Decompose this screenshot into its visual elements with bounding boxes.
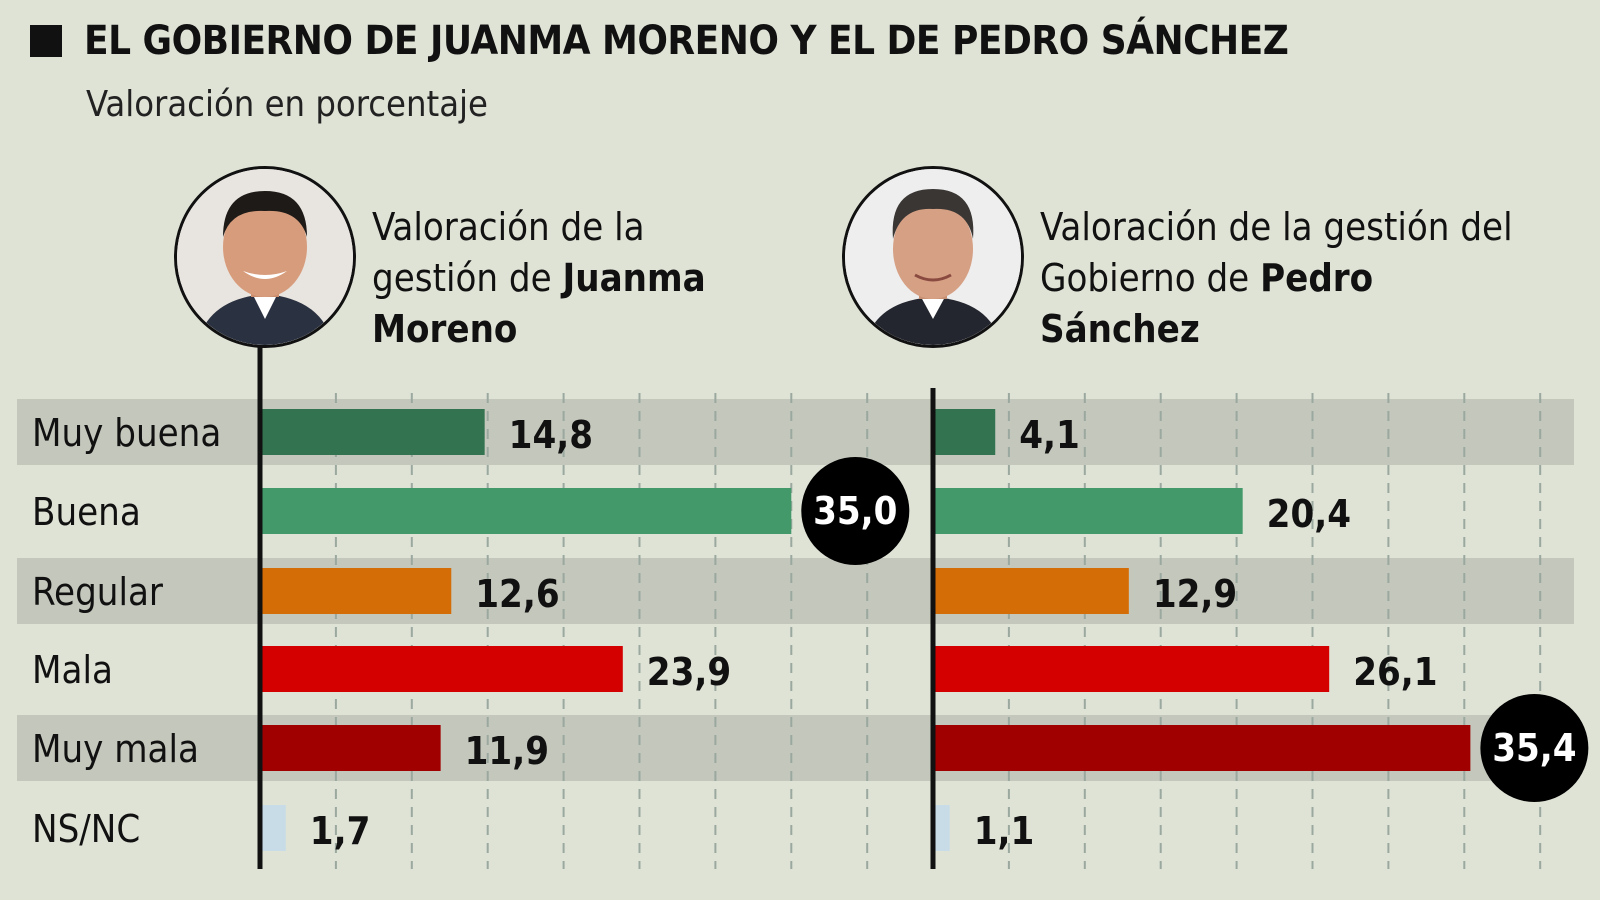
data-label: 23,9 (647, 650, 731, 694)
title-square-marker (30, 25, 62, 57)
bar-muy-mala (260, 725, 441, 771)
data-label: 11,9 (465, 729, 549, 773)
data-label: 14,8 (509, 413, 593, 457)
category-label: Mala (32, 648, 113, 692)
panel-title-juanma-moreno: Valoración de la gestión de Juanma Moren… (372, 202, 772, 355)
panel-title-bold: Pedro Sánchez (1040, 256, 1374, 351)
highlight-bubble (801, 457, 910, 565)
category-label: Muy buena (32, 411, 221, 455)
bar-mala (260, 646, 623, 692)
bar-regular (260, 568, 452, 614)
highlight-bubble (1480, 694, 1589, 802)
data-label: 35,0 (813, 489, 897, 533)
panel-title-pedro-sanchez: Valoración de la gestión del Gobierno de… (1040, 202, 1540, 355)
data-label: 1,1 (974, 809, 1035, 853)
data-label: 26,1 (1353, 650, 1437, 694)
row-band (17, 558, 1574, 624)
category-label: Muy mala (32, 727, 199, 771)
data-label: 20,4 (1267, 492, 1351, 536)
bar-muy-buena (260, 409, 485, 455)
bar-ns-nc (260, 805, 286, 851)
bar-mala (933, 646, 1330, 692)
panel-title-plain: Valoración de la gestión de (372, 205, 645, 300)
data-label: 1,7 (310, 809, 371, 853)
panel-title-plain: Valoración de la gestión del Gobierno de (1040, 205, 1513, 300)
row-band (17, 399, 1574, 465)
category-label: Buena (32, 490, 141, 534)
person-portrait-icon (177, 169, 353, 345)
bar-muy-mala (933, 725, 1471, 771)
bar-muy-buena (933, 409, 996, 455)
portrait-pedro-sanchez (842, 166, 1024, 348)
data-label: 35,4 (1492, 726, 1576, 770)
data-label: 4,1 (1019, 413, 1080, 457)
category-label: Regular (32, 570, 164, 614)
panel-title-bold: Juanma Moreno (372, 256, 706, 351)
bar-buena (933, 488, 1243, 534)
portrait-juanma-moreno (174, 166, 356, 348)
bar-regular (933, 568, 1129, 614)
data-label: 12,6 (475, 572, 559, 616)
data-label: 12,9 (1153, 572, 1237, 616)
chart-title: EL GOBIERNO DE JUANMA MORENO Y EL DE PED… (30, 18, 1289, 64)
person-portrait-icon (845, 169, 1021, 345)
chart-title-text: EL GOBIERNO DE JUANMA MORENO Y EL DE PED… (84, 18, 1289, 64)
category-label: NS/NC (32, 807, 140, 851)
bar-buena (260, 488, 792, 534)
chart-subtitle: Valoración en porcentaje (86, 84, 488, 125)
bar-ns-nc (933, 805, 950, 851)
